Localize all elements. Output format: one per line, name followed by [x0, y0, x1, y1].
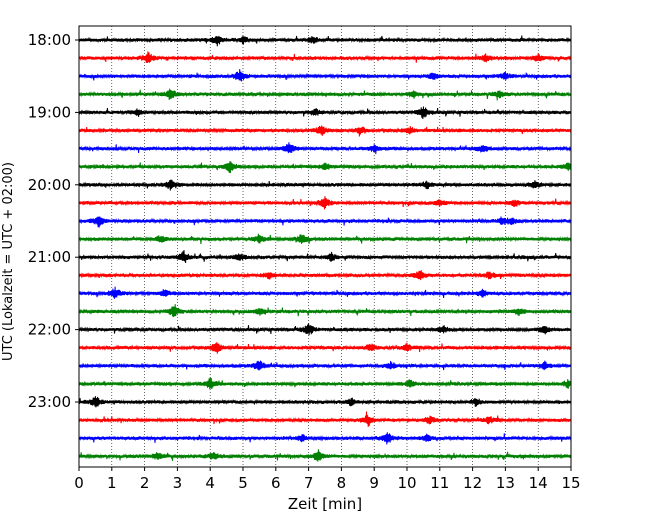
seismogram-trace-20:00	[78, 179, 572, 191]
seismogram-trace-20:30	[78, 216, 572, 228]
x-tick-label: 12	[463, 474, 482, 492]
seismogram-trace-21:45	[78, 304, 572, 318]
seismogram-trace-20:45	[78, 233, 572, 245]
x-tick-label: 11	[430, 474, 449, 492]
x-tick-label: 15	[561, 474, 580, 492]
x-tick-label: 10	[397, 474, 416, 492]
y-axis-label: UTC (Lokalzeit = UTC + 02:00)	[1, 162, 16, 361]
x-tick-label: 0	[74, 474, 84, 492]
y-tick-label: 22:00	[28, 321, 71, 339]
seismogram-trace-19:45	[78, 161, 572, 174]
seismogram-trace-20:15	[78, 196, 572, 210]
seismogram-trace-19:15	[78, 125, 572, 137]
x-tick-label: 4	[205, 474, 215, 492]
x-tick-label: 14	[529, 474, 548, 492]
seismogram-trace-19:30	[78, 142, 572, 155]
seismogram-trace-21:00	[78, 250, 572, 264]
seismogram-trace-21:30	[78, 286, 572, 299]
x-axis-ticks: 0 1 2 3 4 5 6 7 8 9 10 11 12 13 14 15	[74, 467, 581, 492]
x-tick-label: 3	[173, 474, 183, 492]
seismogram-trace-18:00	[78, 35, 572, 47]
seismogram-trace-23:00	[78, 396, 572, 408]
seismogram-trace-21:15	[78, 270, 572, 281]
seismogram-trace-22:45	[78, 377, 572, 390]
seismogram-trace-19:00	[78, 106, 572, 120]
seismogram-trace-22:15	[78, 342, 572, 354]
x-tick-label: 1	[107, 474, 117, 492]
x-tick-label: 5	[238, 474, 248, 492]
x-tick-label: 8	[337, 474, 347, 492]
seismogram-trace-23:15	[78, 411, 572, 427]
x-tick-label: 6	[271, 474, 281, 492]
plot-frame	[78, 25, 572, 468]
y-tick-label: 18:00	[28, 31, 71, 49]
y-tick-label: 21:00	[28, 248, 71, 266]
seismogram-trace-18:15	[78, 51, 572, 64]
x-axis-label: Zeit [min]	[288, 495, 362, 513]
seismogram-trace-18:45	[78, 88, 572, 101]
seismogram-traces	[78, 35, 572, 462]
seismogram-trace-18:30	[78, 69, 572, 82]
y-axis-ticks: 18:00 19:00 20:00 21:00 22:00 23:00	[28, 31, 79, 411]
y-tick-label: 23:00	[28, 393, 71, 411]
seismogram-trace-22:00	[78, 323, 572, 336]
x-tick-label: 13	[496, 474, 515, 492]
seismogram-trace-23:45	[78, 449, 572, 462]
x-tick-label: 2	[140, 474, 150, 492]
x-tick-label: 9	[369, 474, 379, 492]
x-tick-label: 7	[304, 474, 314, 492]
y-tick-label: 20:00	[28, 176, 71, 194]
y-tick-label: 19:00	[28, 103, 71, 121]
seismogram-trace-23:30	[78, 432, 572, 445]
seismogram-trace-22:30	[78, 360, 572, 371]
